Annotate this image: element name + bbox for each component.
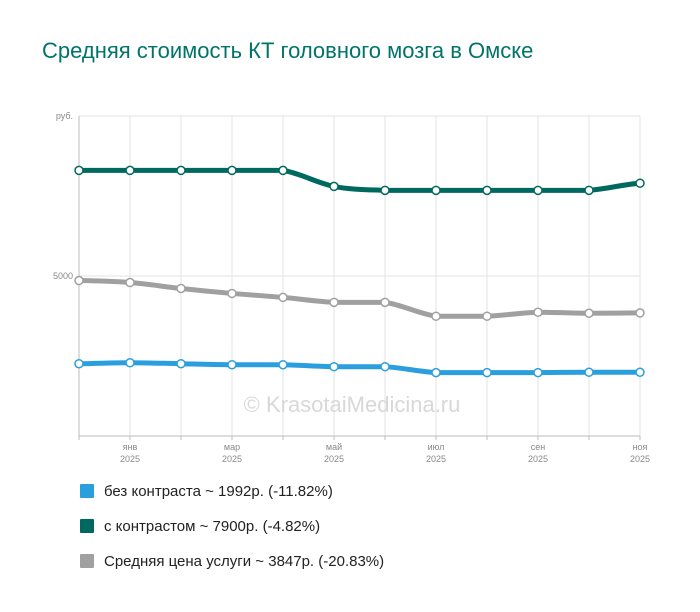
x-tick-label: ноя: [633, 442, 648, 452]
data-point-with_contrast: [431, 185, 441, 196]
series-line-average: [76, 278, 643, 319]
legend-item-with-contrast[interactable]: с контрастом ~ 7900р. (-4.82%): [80, 517, 384, 535]
series-line-no_contrast: [76, 360, 643, 376]
data-point-with_contrast: [635, 178, 645, 188]
data-point-with_contrast: [584, 185, 594, 196]
data-point-no_contrast: [125, 357, 135, 368]
data-point-no_contrast: [380, 361, 390, 372]
x-tick-label: мар: [224, 442, 240, 452]
data-point-with_contrast: [278, 165, 288, 176]
data-point-average: [125, 277, 135, 288]
data-point-average: [227, 288, 237, 299]
x-tick-year: 2025: [120, 454, 140, 464]
data-point-with_contrast: [380, 185, 390, 196]
chart-title: Средняя стоимость КТ головного мозга в О…: [42, 38, 534, 63]
data-point-no_contrast: [482, 367, 492, 378]
data-point-with_contrast: [329, 181, 339, 192]
legend-swatch: [80, 484, 94, 498]
data-point-average: [584, 308, 594, 318]
data-point-with_contrast: [482, 185, 492, 196]
x-tick-year: 2025: [426, 454, 446, 464]
line-chart: 5000 руб. янв 2025 мар 2025 май 2025 июл 2025 сен 2…: [53, 111, 650, 464]
data-point-with_contrast: [227, 165, 237, 176]
data-point-no_contrast: [74, 358, 84, 369]
data-point-average: [278, 292, 288, 303]
legend-label: без контраста ~ 1992р. (-11.82%): [104, 482, 333, 500]
data-point-with_contrast: [176, 165, 186, 176]
data-point-average: [431, 311, 441, 321]
data-point-average: [176, 283, 186, 294]
data-point-average: [635, 308, 645, 318]
chart-legend: без контраста ~ 1992р. (-11.82%) с контр…: [80, 482, 384, 587]
x-tick-label: сен: [531, 442, 546, 452]
legend-label: с контрастом ~ 7900р. (-4.82%): [104, 517, 321, 535]
x-tick-label: май: [326, 442, 342, 452]
data-point-with_contrast: [74, 165, 84, 176]
legend-label: Средняя цена услуги ~ 3847р. (-20.83%): [104, 552, 385, 570]
legend-swatch: [80, 554, 94, 568]
data-point-average: [74, 275, 84, 286]
x-tick-label: июл: [428, 442, 445, 452]
data-point-no_contrast: [329, 361, 339, 372]
data-point-average: [329, 297, 339, 308]
x-tick-year: 2025: [324, 454, 344, 464]
x-tick-year: 2025: [222, 454, 242, 464]
legend-item-average[interactable]: Средняя цена услуги ~ 3847р. (-20.83%): [80, 552, 384, 570]
data-point-average: [482, 311, 492, 321]
data-point-average: [380, 297, 390, 308]
data-point-with_contrast: [125, 165, 135, 176]
data-point-no_contrast: [533, 367, 543, 378]
data-point-no_contrast: [584, 367, 594, 378]
y-axis-label: руб.: [56, 111, 73, 121]
data-point-average: [533, 307, 543, 318]
data-point-with_contrast: [533, 185, 543, 196]
data-point-no_contrast: [176, 358, 186, 369]
legend-item-no-contrast[interactable]: без контраста ~ 1992р. (-11.82%): [80, 482, 384, 500]
data-point-no_contrast: [635, 367, 645, 378]
data-point-no_contrast: [278, 359, 288, 370]
x-tick-year: 2025: [528, 454, 548, 464]
x-tick-year: 2025: [630, 454, 650, 464]
data-point-no_contrast: [431, 367, 441, 378]
legend-swatch: [80, 519, 94, 533]
y-tick-label: 5000: [53, 271, 73, 281]
watermark: © KrasotaiMedicina.ru: [244, 392, 461, 417]
series-line-with_contrast: [76, 167, 643, 193]
x-tick-label: янв: [123, 442, 138, 452]
data-point-no_contrast: [227, 359, 237, 370]
